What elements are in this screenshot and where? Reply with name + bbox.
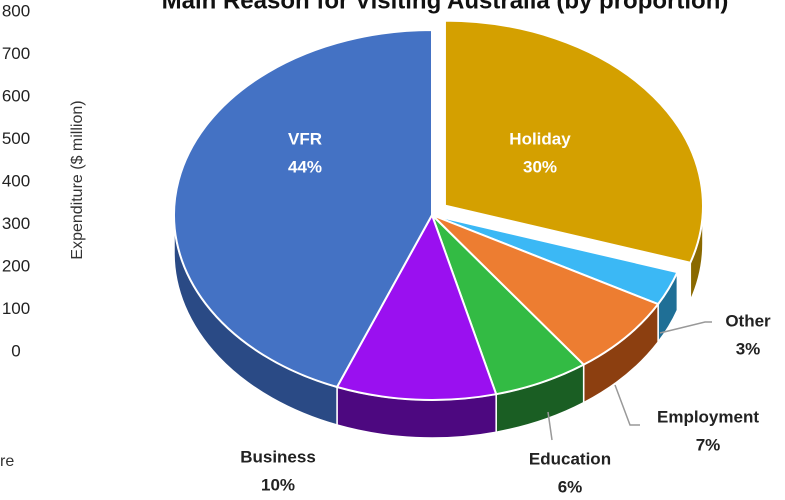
leader-line xyxy=(547,411,553,441)
pie xyxy=(173,19,704,439)
y-tick-label: 300 xyxy=(2,214,30,233)
slice-value-label: 44% xyxy=(288,157,322,176)
slice xyxy=(443,19,704,264)
y-tick-label: 700 xyxy=(2,44,30,63)
slice-label: Other xyxy=(725,311,771,330)
slice-value-label: 6% xyxy=(558,477,583,496)
slice-value-label: 7% xyxy=(696,435,721,454)
y-tick-label: 400 xyxy=(2,171,30,190)
annotation: re xyxy=(0,453,14,470)
chart-title: Main Reason for Visiting Australia (by p… xyxy=(162,0,729,14)
slice xyxy=(335,212,498,401)
slice xyxy=(173,28,433,389)
slice-label: Holiday xyxy=(509,129,571,148)
y-tick-label: 200 xyxy=(2,256,30,275)
slice-label: Business xyxy=(240,447,316,466)
slice-value-label: 30% xyxy=(523,157,557,176)
y-tick-label: 800 xyxy=(2,1,30,20)
slice-label: Education xyxy=(529,449,611,468)
leader-line xyxy=(659,321,712,334)
y-axis-label: Expenditure ($ million) xyxy=(69,100,86,259)
y-tick-label: 600 xyxy=(2,86,30,105)
slice xyxy=(431,214,660,366)
y-tick-label: 0 xyxy=(11,341,20,360)
y-tick-label: 500 xyxy=(2,129,30,148)
slice-value-label: 10% xyxy=(261,475,295,494)
slice-label: Employment xyxy=(657,407,759,426)
slice-label: VFR xyxy=(288,129,322,148)
slice-value-label: 3% xyxy=(736,339,761,358)
leader-line xyxy=(614,384,640,426)
y-tick-label: 100 xyxy=(2,299,30,318)
